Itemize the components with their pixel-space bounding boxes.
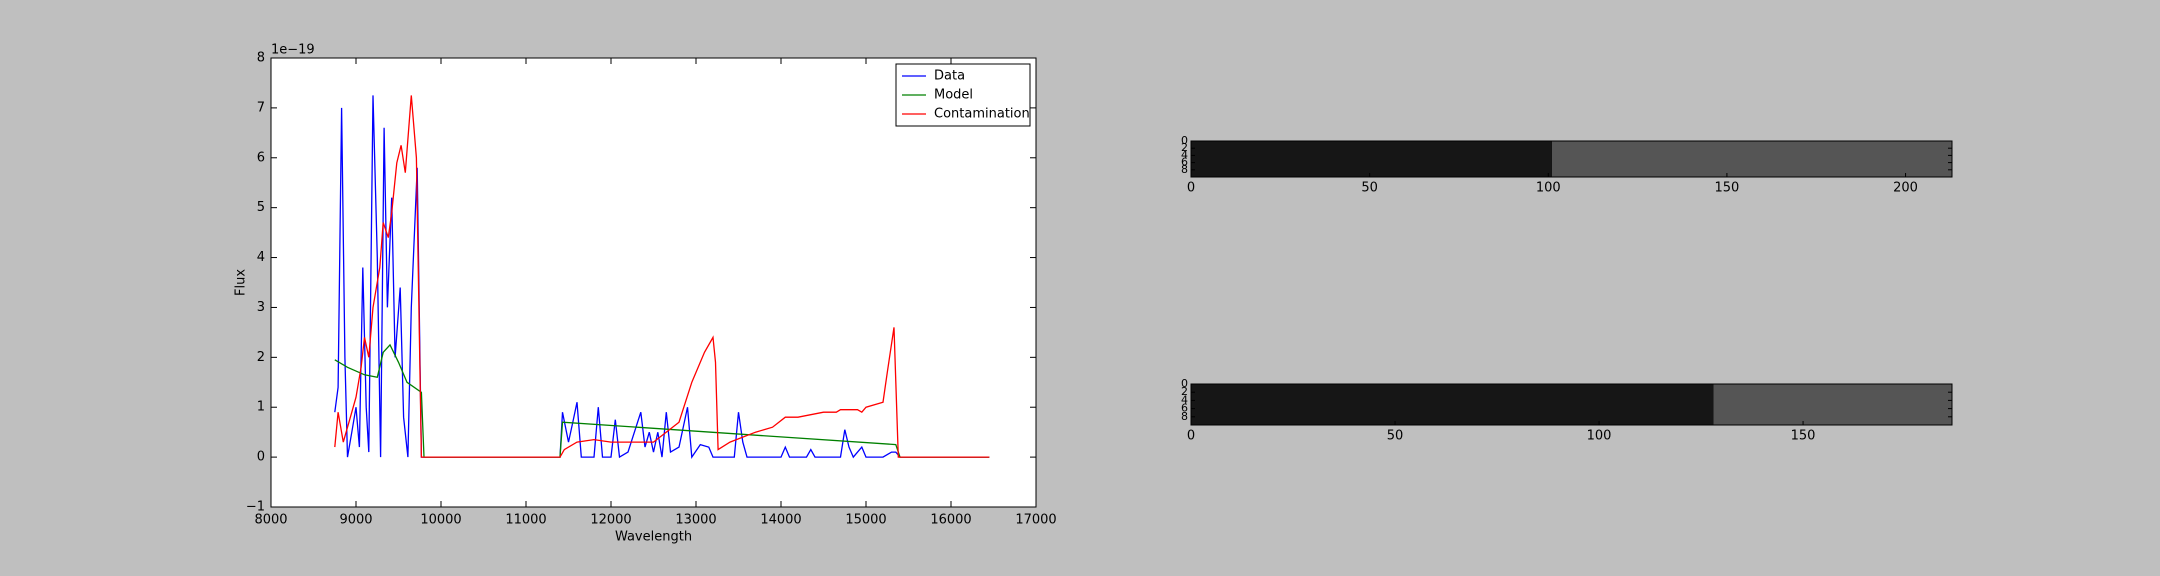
- y-tick-label: −1: [246, 500, 265, 515]
- x-tick-label: 150: [1715, 181, 1740, 196]
- y-tick-label: 6: [1181, 156, 1188, 169]
- y-tick-label: 0: [257, 450, 265, 465]
- x-tick-label: 10000: [420, 513, 461, 528]
- y-tick-label: 8: [1181, 410, 1188, 423]
- x-axis-label: Wavelength: [615, 530, 692, 545]
- plot-frame: [270, 57, 1037, 508]
- data-line: [334, 95, 990, 459]
- y-tick-label: 2: [1181, 141, 1188, 154]
- y-tick-label: 7: [257, 100, 265, 115]
- y-tick-label: 2: [1181, 385, 1188, 398]
- y-tick-label: 8: [1181, 163, 1188, 176]
- legend-label: Contamination: [934, 107, 1030, 122]
- y-tick-label: 8: [257, 51, 265, 66]
- x-tick-label: 12000: [590, 513, 631, 528]
- y-tick-label: 4: [1181, 393, 1188, 406]
- x-tick-label: 150: [1791, 429, 1816, 444]
- image-frame: [1190, 383, 1953, 426]
- legend: Data Model Contamination: [895, 63, 1031, 127]
- x-tick-label: 0: [1187, 181, 1195, 196]
- y-tick-label: 2: [257, 350, 265, 365]
- y-tick-label: 1: [257, 400, 265, 415]
- legend-label: Model: [934, 88, 973, 103]
- x-tick-label: 11000: [505, 513, 546, 528]
- image-data-texture: [1191, 384, 1714, 425]
- x-tick-label: 50: [1361, 181, 1378, 196]
- y-tick-label: 6: [257, 150, 265, 165]
- y-tick-label: 3: [257, 300, 265, 315]
- x-tick-label: 100: [1587, 429, 1612, 444]
- legend-label: Data: [934, 69, 965, 84]
- x-tick-label: 8000: [254, 513, 287, 528]
- y-tick-label: 0: [1181, 134, 1188, 147]
- y-tick-label: 5: [257, 200, 265, 215]
- x-tick-label: 17000: [1015, 513, 1056, 528]
- x-tick-label: 14000: [760, 513, 801, 528]
- image-data-texture: [1191, 141, 1552, 177]
- data-line: [334, 95, 990, 458]
- y-tick-label: 4: [257, 250, 265, 265]
- x-tick-label: 100: [1536, 181, 1561, 196]
- offset-label: 1e−19: [271, 43, 315, 58]
- y-tick-label: 4: [1181, 148, 1188, 161]
- plot-area: [271, 58, 1036, 507]
- x-tick-label: 50: [1387, 429, 1404, 444]
- x-tick-label: 15000: [845, 513, 886, 528]
- y-tick-label: 6: [1181, 402, 1188, 415]
- x-tick-label: 16000: [930, 513, 971, 528]
- x-tick-label: 13000: [675, 513, 716, 528]
- y-tick-label: 0: [1181, 377, 1188, 390]
- y-axis-label: Flux: [234, 269, 249, 296]
- data-line: [334, 343, 990, 458]
- image-frame: [1190, 140, 1953, 178]
- x-tick-label: 0: [1187, 429, 1195, 444]
- x-tick-label: 200: [1893, 181, 1918, 196]
- x-tick-label: 9000: [339, 513, 372, 528]
